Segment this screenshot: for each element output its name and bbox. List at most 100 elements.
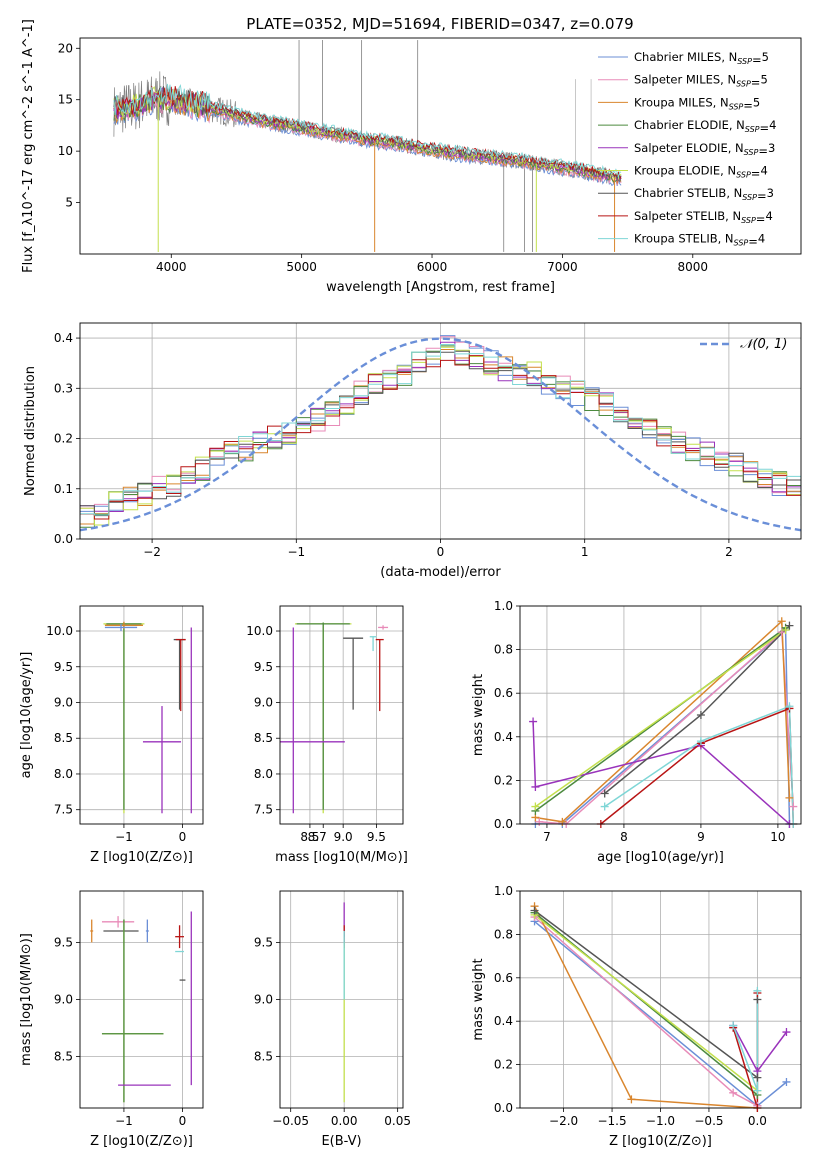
panel-mass-vs-Z: −1 0 8.5 9.0 9.5 Z [log10(Z/Z⊙)] mass [log10(M…	[19, 890, 204, 1149]
panel-residuals: −2 −1 0 1 2 0.0 0.1 0.2 0.3 0.4 (data-model)/error…	[23, 322, 802, 580]
y-tick-label: 0.2	[494, 773, 513, 787]
x-tick-label: 7000	[547, 260, 578, 274]
x-tick-label: 8.5	[300, 830, 319, 844]
legend-series-name: Salpeter ELODIE	[634, 141, 728, 155]
panel-age-vs-mass: 8.5 9.0 9.5 8.7 7.5 8.0 8.5 9.0 9.5 10.0 mass [log…	[246, 605, 408, 865]
y-tick-label: 9.0	[254, 993, 273, 1007]
legend-nssp-prefix: , N	[725, 209, 741, 223]
x-tick-label: 7	[543, 830, 551, 844]
x-tick-label: 2	[725, 545, 733, 559]
legend-nssp-value: 3	[768, 141, 775, 155]
histogram-kroupa-elodie	[80, 346, 801, 539]
y-tick-label: 0.0	[494, 817, 513, 831]
x-tick-label: 0	[437, 545, 445, 559]
legend-label: Kroupa STELIB, NSSP=4	[634, 232, 765, 249]
data-point-marker	[785, 621, 794, 630]
data-point-marker	[753, 1086, 762, 1095]
x-tick-label: 5000	[286, 260, 317, 274]
y-tick-label: 9.5	[254, 660, 273, 674]
panel-spectrum: 4000 5000 6000 7000 8000 5 10 15 20 wavelength [A…	[21, 19, 802, 295]
y-tick-label: 8.5	[54, 731, 73, 745]
legend-nssp-prefix: , N	[720, 164, 736, 178]
data-point-marker	[696, 737, 705, 746]
x-tick-label: 8000	[678, 260, 709, 274]
y-tick-label: 1.0	[494, 599, 513, 613]
legend-equals: =	[751, 167, 761, 181]
normal-curve	[80, 337, 801, 532]
series-line-kroupa-elodie	[534, 914, 758, 1092]
data-point-marker	[782, 1077, 791, 1086]
legend-label: 𝒩(0, 1)	[740, 337, 787, 352]
x-tick-label: 0	[179, 1114, 187, 1128]
x-axis-label: E(B-V)	[321, 1134, 361, 1149]
legend-series-name: Chabrier ELODIE	[634, 118, 729, 132]
legend-nssp-value: 4	[769, 118, 776, 132]
legend-nssp-prefix: , N	[721, 50, 737, 64]
x-tick-label: 6000	[417, 260, 448, 274]
legend-series-name: Kroupa MILES	[634, 95, 713, 109]
y-tick-label: 9.5	[54, 935, 73, 949]
plot-area	[80, 335, 801, 539]
x-axis-label: mass [log10(M/M⊙)]	[275, 850, 408, 865]
y-axis-label: mass [log10(M/M⊙)]	[19, 933, 34, 1066]
x-tick-label: −1	[287, 545, 305, 559]
data-point-marker	[753, 1073, 762, 1082]
histogram-kroupa-stelib	[80, 344, 801, 539]
x-tick-label: 4000	[156, 260, 187, 274]
panel-mass-weight-vs-Z: −2.0 −1.5 −1.0 −0.5 0.0 0.0 0.2 0.4 0.6 0.8 1.0 Z […	[471, 884, 802, 1149]
y-tick-label: 10.0	[46, 624, 73, 638]
legend-nssp-prefix: , N	[729, 118, 745, 132]
y-axis-label: mass weight	[471, 674, 486, 756]
histogram-salpeter-stelib	[80, 355, 801, 539]
x-tick-label: 9.0	[334, 830, 353, 844]
plot-area	[280, 622, 389, 814]
x-tick-label: 8.7	[308, 830, 327, 844]
plot-area	[103, 621, 192, 814]
legend-label: Salpeter STELIB, NSSP=4	[634, 209, 773, 226]
x-tick-label: 0.00	[331, 1114, 358, 1128]
legend-nssp-prefix: , N	[726, 186, 742, 200]
histogram-salpeter-elodie	[80, 341, 801, 539]
axes-frame	[79, 605, 204, 825]
series-line-salpeter-elodie	[532, 721, 790, 824]
legend-label: Chabrier ELODIE, NSSP=4	[634, 118, 776, 135]
legend-nssp-value: 5	[762, 50, 769, 64]
data-point-marker	[729, 1021, 738, 1030]
x-axis-label: wavelength [Angstrom, rest frame]	[326, 280, 555, 295]
legend-equals: =	[748, 235, 758, 249]
legend-series-name: Salpeter MILES	[634, 73, 720, 87]
legend-equals: =	[751, 76, 761, 90]
y-axis-label: Flux [f_λ10^-17 erg cm^-2 s^-1 A^-1]	[21, 19, 36, 273]
series-line-kroupa-elodie	[534, 629, 787, 808]
legend-label: Chabrier MILES, NSSP=5	[634, 50, 769, 67]
y-tick-label: 15	[58, 93, 73, 107]
series-line-chabrier-stelib	[534, 909, 759, 1080]
data-point-marker	[600, 789, 609, 798]
legend-series-name: Chabrier MILES	[634, 50, 721, 64]
series-line-chabrier-elodie	[534, 627, 787, 812]
data-point-marker	[753, 986, 762, 995]
data-point-marker	[789, 802, 798, 811]
legend-nssp-value: 4	[758, 232, 765, 246]
y-tick-label: 0.6	[494, 971, 513, 985]
y-tick-label: 0.8	[494, 927, 513, 941]
histogram-salpeter-miles	[80, 336, 801, 539]
legend-nssp-subscript: SSP	[744, 148, 759, 157]
legend-series-name: Chabrier STELIB	[634, 186, 726, 200]
axes-frame	[279, 890, 404, 1109]
x-tick-label: 9.5	[367, 830, 386, 844]
series-line-salpeter-miles	[539, 630, 795, 824]
y-axis-label: mass weight	[471, 958, 486, 1040]
panel-mass-vs-ebv: −0.05 0.00 0.05 8.5 9.0 9.5 E(B-V)	[254, 890, 411, 1149]
plot-area	[90, 911, 192, 1103]
legend-nssp-prefix: , N	[728, 141, 744, 155]
y-tick-label: 0.4	[494, 1014, 513, 1028]
y-tick-label: 5	[65, 196, 73, 210]
x-tick-label: 0.05	[384, 1114, 411, 1128]
legend-equals: =	[743, 98, 753, 112]
x-tick-label: −0.5	[694, 1114, 723, 1128]
data-point-marker	[531, 782, 540, 791]
x-axis-label: Z [log10(Z/Z⊙)]	[90, 850, 193, 865]
x-tick-label: −1	[115, 830, 133, 844]
legend-nssp-value: 5	[753, 95, 760, 109]
